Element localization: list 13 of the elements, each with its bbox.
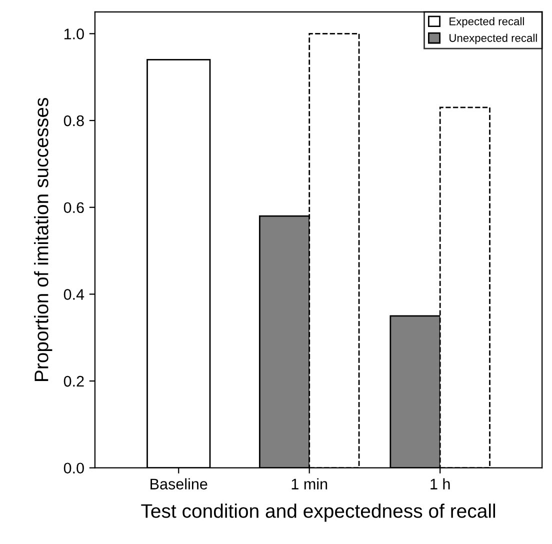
y-tick-label: 0.6 [64,202,84,214]
x-tick-label: 1 h [430,478,450,490]
legend-label: Unexpected recall [450,34,537,44]
y-axis-title: Proportion of imitation successes [34,98,52,381]
y-tick-label: 0.2 [64,376,84,387]
legend-label: Expected recall [450,17,524,28]
x-tick-label: 1 min [292,478,328,490]
y-tick-label: 0.8 [64,115,84,126]
x-tick-label: Baseline [150,478,208,490]
y-tick-label: 0.0 [64,462,84,474]
y-tick-label: 1.0 [64,28,84,40]
y-tick-label: 0.4 [64,289,84,300]
x-axis-title: Test condition and expectedness of recall [141,504,496,522]
